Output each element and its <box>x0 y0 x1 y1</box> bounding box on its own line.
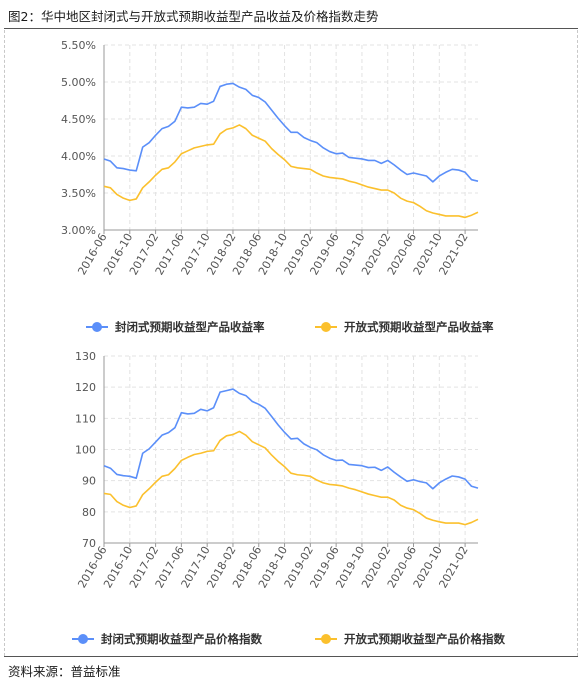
y-tick-label: 90 <box>82 475 96 488</box>
series-line-closed <box>103 82 479 183</box>
legend-label: 封闭式预期收益型产品价格指数 <box>101 632 262 646</box>
y-tick-label: 5.50% <box>61 39 96 52</box>
bottom-rule <box>4 656 578 657</box>
y-tick-label: 5.00% <box>61 76 96 89</box>
legend-marker <box>92 322 102 332</box>
y-tick-label: 3.00% <box>61 224 96 237</box>
y-tick-label: 130 <box>75 350 96 363</box>
legend-label: 开放式预期收益型产品收益率 <box>344 320 494 334</box>
series-line-closed <box>103 388 479 490</box>
legend-marker <box>321 322 331 332</box>
y-tick-label: 120 <box>75 381 96 394</box>
series-line-open <box>103 430 479 526</box>
y-tick-label: 80 <box>82 506 96 519</box>
y-tick-label: 4.50% <box>61 113 96 126</box>
figure-frame <box>4 30 578 656</box>
top-rule <box>4 28 578 29</box>
legend-label: 封闭式预期收益型产品收益率 <box>115 320 265 334</box>
y-tick-label: 110 <box>75 412 96 425</box>
legend-item-closed: 封闭式预期收益型产品价格指数 <box>72 632 262 646</box>
legend-marker <box>78 634 88 644</box>
figure-title: 图2：华中地区封闭式与开放式预期收益型产品收益及价格指数走势 <box>8 9 379 24</box>
legend-marker <box>321 634 331 644</box>
y-tick-label: 100 <box>75 444 96 457</box>
y-tick-label: 4.00% <box>61 150 96 163</box>
legend-label: 开放式预期收益型产品价格指数 <box>344 632 505 646</box>
legend-item-open: 开放式预期收益型产品收益率 <box>315 320 494 334</box>
series-line-open <box>103 124 479 219</box>
yield-rate-chart: 5.50%5.00%4.50%4.00%3.50%3.00%2016-06201… <box>61 39 494 334</box>
legend-item-closed: 封闭式预期收益型产品收益率 <box>86 320 265 334</box>
legend-item-open: 开放式预期收益型产品价格指数 <box>315 632 505 646</box>
y-tick-label: 3.50% <box>61 187 96 200</box>
y-tick-label: 70 <box>82 537 96 550</box>
source-note: 资料来源：普益标准 <box>8 664 121 679</box>
